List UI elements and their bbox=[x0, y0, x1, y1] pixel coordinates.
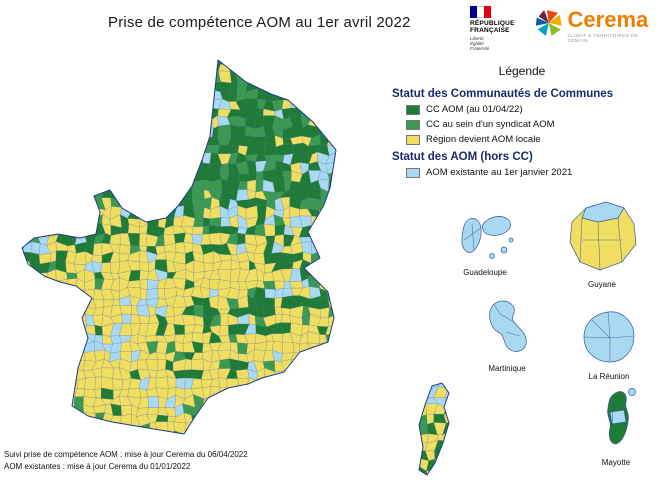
footer-line-1: Suivi prise de compétence AOM : mise à j… bbox=[4, 450, 248, 459]
territory-label-reunion: La Réunion bbox=[588, 372, 630, 381]
cerema-logo: Cerema CLIMAT & TERRITOIRES DE DEMAIN bbox=[534, 8, 659, 43]
legend: Statut des Communautés de Communes CC AO… bbox=[392, 82, 658, 182]
legend-heading-aom: Statut des AOM (hors CC) bbox=[392, 151, 533, 163]
page-title: Prise de compétence AOM au 1er avril 202… bbox=[108, 14, 411, 31]
mayotte-map bbox=[607, 388, 636, 445]
territory-label-guyane: Guyane bbox=[587, 280, 617, 289]
reunion-map bbox=[583, 311, 635, 363]
territory-label-mayotte: Mayotte bbox=[601, 458, 631, 467]
territory-label-guadeloupe: Guadeloupe bbox=[463, 268, 507, 277]
corsica-outline bbox=[418, 382, 450, 476]
cerema-name: Cerema bbox=[567, 7, 649, 32]
territory-martinique: Martinique bbox=[477, 298, 537, 373]
communes-choropleth-mesh bbox=[22, 60, 449, 475]
swatch-aom-existante bbox=[406, 167, 420, 178]
swatch-cc-aom bbox=[406, 104, 420, 115]
territory-guyane: Guyane bbox=[562, 200, 642, 289]
republique-francaise-logo: RÉPUBLIQUE FRANÇAISE Liberté Égalité Fra… bbox=[470, 6, 528, 51]
republique-name: RÉPUBLIQUE FRANÇAISE bbox=[470, 20, 515, 34]
legend-item-region-aom: Région devient AOM locale bbox=[406, 134, 658, 145]
legend-title: Légende bbox=[498, 64, 546, 78]
swatch-region-aom bbox=[406, 134, 420, 145]
martinique-map bbox=[489, 300, 527, 352]
legend-item-cc-syndicat: CC au sein d'un syndicat AOM bbox=[406, 119, 658, 130]
french-flag-icon bbox=[470, 6, 491, 18]
footer: Suivi prise de compétence AOM : mise à j… bbox=[4, 449, 248, 472]
cerema-text: Cerema CLIMAT & TERRITOIRES DE DEMAIN bbox=[567, 7, 659, 44]
legend-item-cc-aom: CC AOM (au 01/04/22) bbox=[406, 104, 658, 115]
guadeloupe-map bbox=[461, 216, 514, 259]
footer-line-2: AOM existantes : mise à jour Cerema du 0… bbox=[4, 461, 191, 471]
guyane-map bbox=[569, 201, 637, 271]
territory-mayotte: Mayotte bbox=[588, 382, 644, 467]
territory-guadeloupe: Guadeloupe bbox=[452, 212, 518, 277]
cerema-pinwheel-icon bbox=[535, 10, 562, 36]
republique-motto: Liberté Égalité Fraternité bbox=[470, 36, 490, 51]
swatch-cc-syndicat bbox=[406, 119, 420, 130]
france-outline bbox=[21, 59, 337, 435]
cerema-tagline: CLIMAT & TERRITOIRES DE DEMAIN bbox=[567, 33, 639, 43]
legend-heading-cc: Statut des Communautés de Communes bbox=[392, 88, 614, 100]
france-map bbox=[21, 59, 450, 476]
legend-item-aom-existante: AOM existante au 1er janvier 2021 bbox=[406, 167, 658, 178]
territory-reunion: La Réunion bbox=[578, 308, 640, 381]
territory-label-martinique: Martinique bbox=[488, 364, 526, 373]
